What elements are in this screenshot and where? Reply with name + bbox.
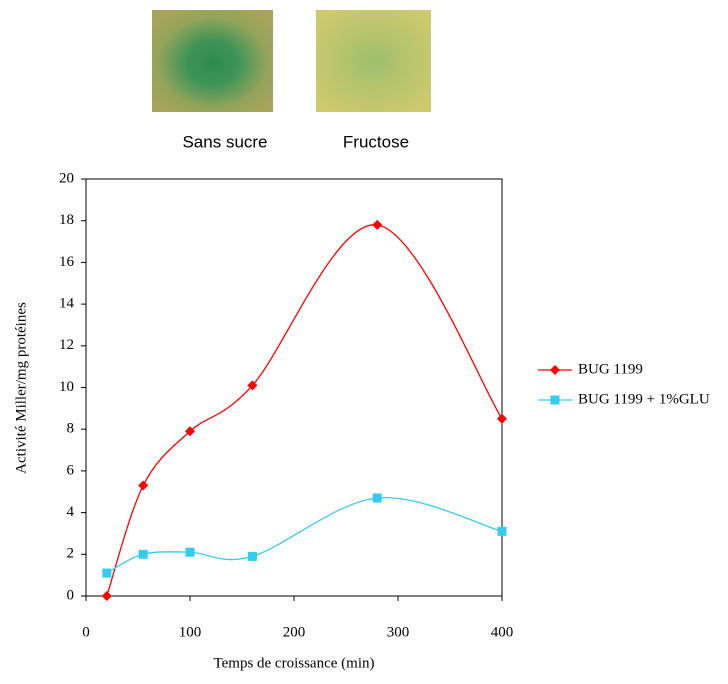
y-tick-label: 4 (67, 504, 75, 520)
legend-marker (550, 365, 560, 375)
y-tick-label: 20 (59, 170, 74, 186)
marker (185, 426, 195, 437)
y-tick-label: 6 (67, 462, 75, 478)
x-axis-label: Temps de croissance (min) (214, 655, 375, 671)
y-tick-label: 14 (59, 296, 75, 312)
x-tick-label: 200 (283, 624, 306, 640)
y-axis-label: Activité Miller/mg protéines (13, 302, 29, 474)
y-tick-label: 10 (59, 379, 74, 395)
plot-frame (85, 178, 503, 597)
marker (247, 551, 257, 561)
marker (138, 480, 149, 491)
plate-image (316, 10, 431, 112)
y-tick-label: 0 (67, 587, 75, 603)
marker (247, 380, 258, 391)
marker (102, 568, 112, 578)
series-line (106, 224, 503, 597)
panel-label: Sans sucre (182, 132, 267, 151)
y-tick-label: 12 (59, 337, 74, 353)
series-line (106, 497, 503, 574)
marker (185, 547, 195, 557)
plate-image (152, 10, 273, 112)
x-tick-label: 0 (82, 624, 90, 640)
y-tick-label: 16 (59, 254, 75, 270)
y-tick-label: 18 (59, 212, 74, 228)
marker (101, 591, 112, 601)
marker (372, 493, 382, 503)
panel-label: Fructose (343, 132, 409, 151)
legend-label: BUG 1199 (578, 361, 643, 377)
marker (497, 413, 507, 424)
x-tick-label: 300 (387, 624, 410, 640)
x-tick-label: 100 (179, 624, 202, 640)
marker (372, 219, 383, 230)
x-tick-label: 400 (491, 624, 514, 640)
y-tick-label: 2 (67, 546, 75, 562)
marker (138, 549, 148, 559)
marker (497, 526, 507, 536)
y-tick-label: 8 (67, 421, 75, 437)
legend-marker (550, 395, 560, 405)
legend-label: BUG 1199 + 1%GLU (578, 391, 710, 407)
